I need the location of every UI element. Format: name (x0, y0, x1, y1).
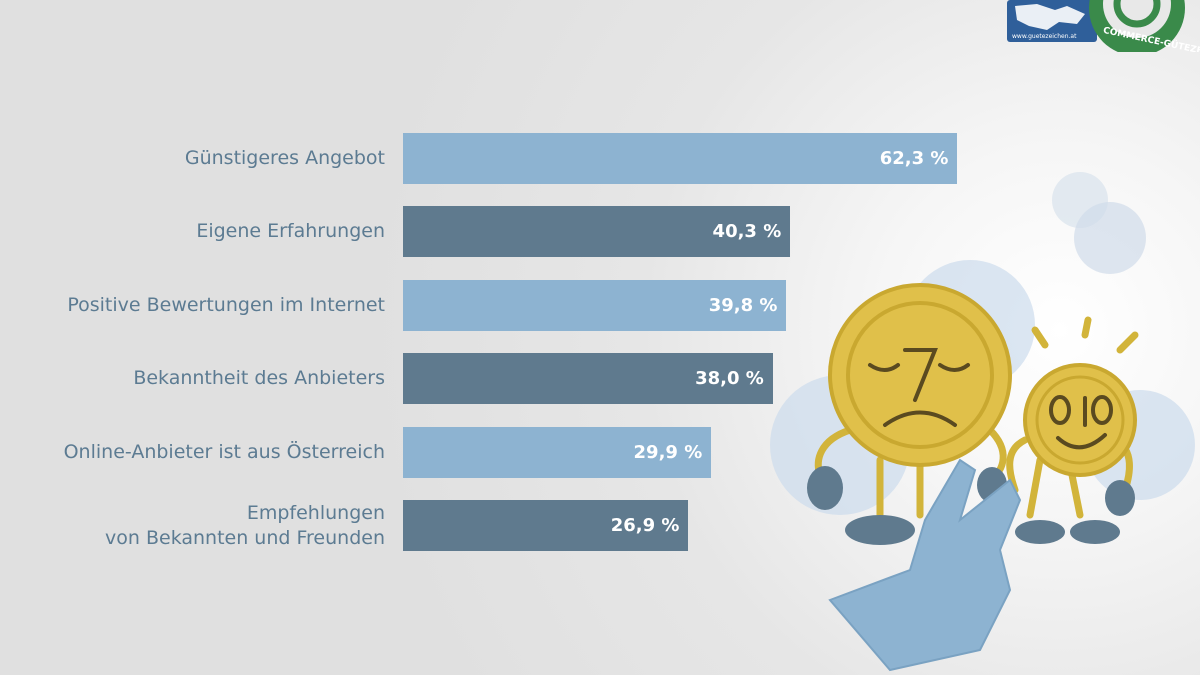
value-label: 38,0 % (695, 368, 764, 390)
category-label: Positive Bewertungen im Internet (67, 293, 385, 316)
coin-characters-illustration (770, 172, 1195, 672)
category-label: Günstigeres Angebot (184, 147, 385, 169)
category-label: Eigene Erfahrungen (196, 220, 385, 243)
bar (403, 353, 773, 405)
value-label: 26,9 % (610, 515, 680, 536)
category-label: Empfehlungen von Bekannten und Freunden (105, 501, 385, 549)
bar (403, 279, 787, 331)
svg-text:www.guetezeichen.at: www.guetezeichen.at (1012, 33, 1077, 40)
value-label: 29,9 % (633, 441, 703, 463)
value-label: 39,8 % (708, 294, 778, 316)
bar (403, 206, 791, 258)
category-label: Online-Anbieter ist aus Österreich (63, 440, 385, 463)
bar (403, 500, 689, 551)
value-label: 62,3 % (879, 148, 949, 169)
bar (403, 133, 958, 184)
category-label: Bekanntheit des Anbieters (133, 367, 385, 390)
bar (403, 426, 712, 478)
value-label: 40,3 % (712, 221, 782, 243)
guetezeichen-logo: www.guetezeichen.at COMMERCE-GÜTEZEICH (1007, 0, 1200, 52)
